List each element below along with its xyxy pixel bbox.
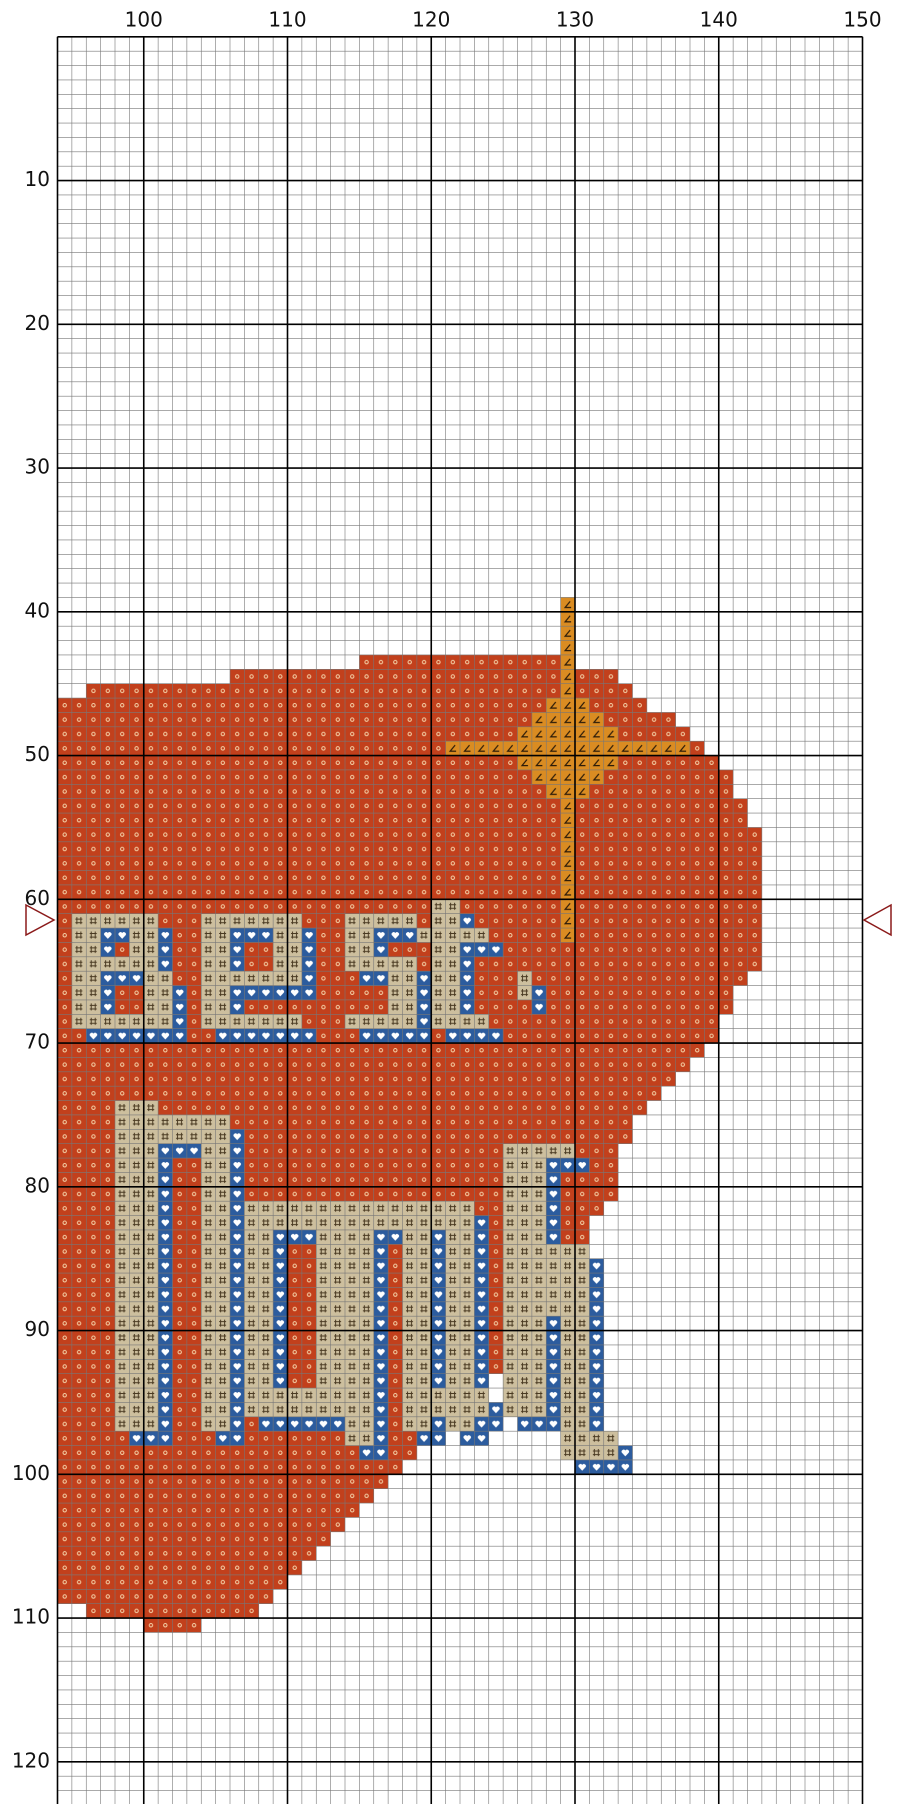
column-label: 130	[556, 8, 594, 32]
red-stitch-row	[58, 885, 762, 899]
red-stitch-row	[359, 655, 575, 669]
letter-stitch	[86, 957, 158, 971]
row-label: 20	[25, 311, 50, 335]
column-label: 150	[843, 8, 881, 32]
letter-stitch	[72, 1014, 173, 1028]
red-stitch-row	[58, 827, 762, 841]
red-stitch-row	[58, 856, 762, 870]
row-label: 30	[25, 455, 50, 479]
star-stitch	[532, 770, 604, 784]
row-label: 110	[12, 1605, 50, 1629]
body: 100 110 120 130 140 150 10 20 30 40 50 60 70 80 90 100 1…	[0, 0, 897, 1804]
star-stitch	[518, 756, 619, 770]
star-stitch	[518, 727, 619, 741]
red-stitch-row	[58, 1561, 302, 1575]
red-stitch-row	[58, 871, 762, 885]
row-label: 10	[25, 167, 50, 191]
red-stitch-row	[58, 784, 734, 798]
row-label: 80	[25, 1173, 50, 1197]
red-stitch-row	[58, 1043, 705, 1057]
star-stitch	[503, 741, 632, 755]
red-stitch-row	[58, 1589, 274, 1603]
letter-shadow	[460, 1029, 503, 1043]
column-label: 140	[700, 8, 738, 32]
column-label: 100	[125, 8, 163, 32]
row-label: 60	[25, 886, 50, 910]
red-stitch-row	[58, 1072, 676, 1086]
red-stitch-row	[58, 1532, 331, 1546]
red-stitch-row	[58, 899, 762, 913]
star-stitch	[546, 698, 589, 712]
letter-shadow	[359, 1029, 431, 1043]
column-label: 120	[412, 8, 450, 32]
letter-stitch	[345, 1014, 417, 1028]
pattern-chart: 100 110 120 130 140 150 10 20 30 40 50 60 70 80 90 100 1…	[0, 0, 897, 1804]
letter-shadow	[86, 1029, 187, 1043]
center-marker-right	[864, 905, 891, 935]
row-label: 40	[25, 598, 50, 622]
star-stitch	[532, 712, 604, 726]
red-stitch-row	[58, 1503, 360, 1517]
row-label: 50	[25, 742, 50, 766]
red-stitch-row	[58, 842, 762, 856]
star-stitch	[561, 684, 575, 698]
page: Cross-stitch pattern {"columns": {"ticks…	[0, 0, 897, 1804]
letter-stitch	[417, 928, 489, 942]
letter-stitch	[115, 1101, 158, 1432]
red-stitch-row	[58, 770, 734, 784]
letter-stitch	[446, 1014, 489, 1028]
star-stitch	[561, 799, 575, 813]
letter-stitch	[503, 1144, 546, 1417]
row-label: 100	[12, 1461, 50, 1485]
row-label: 70	[25, 1030, 50, 1054]
column-label: 110	[268, 8, 306, 32]
row-label: 90	[25, 1317, 50, 1341]
star-stitch	[546, 784, 589, 798]
letter-stitch	[503, 1144, 575, 1158]
red-stitch-row	[58, 1474, 389, 1488]
row-label: 120	[12, 1748, 50, 1772]
